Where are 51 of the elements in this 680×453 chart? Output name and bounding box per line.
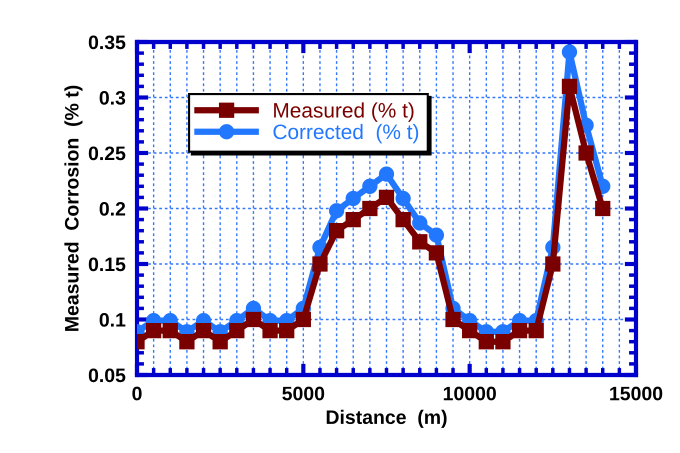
- point: [296, 312, 311, 328]
- point: [279, 322, 294, 338]
- point: [312, 256, 328, 272]
- point: [478, 334, 494, 350]
- point: [362, 178, 378, 194]
- point: [512, 322, 528, 338]
- point: [595, 200, 610, 216]
- point: [162, 322, 178, 338]
- point: [545, 256, 560, 272]
- y-tick-label: 0.35: [88, 35, 126, 50]
- point: [346, 190, 361, 206]
- point: [562, 78, 578, 94]
- point: [495, 334, 511, 350]
- x-tick-label: 5000: [282, 386, 324, 400]
- point: [445, 312, 461, 328]
- x-axis-title: Distance (m): [326, 410, 447, 428]
- y-tick-label: 0.05: [88, 368, 126, 382]
- point: [328, 203, 344, 218]
- point: [212, 334, 228, 350]
- point: [412, 215, 428, 231]
- point: [146, 322, 162, 338]
- legend-label: Corrected (% t): [273, 124, 418, 144]
- x-tick-label: 15000: [610, 386, 662, 400]
- legend-label: Measured (% t): [274, 102, 414, 122]
- y-tick-label: 0.3: [100, 90, 126, 105]
- x-tick-label: 10000: [444, 386, 496, 400]
- y-tick-label: 0.25: [88, 146, 126, 160]
- point: [362, 200, 378, 216]
- point: [578, 145, 594, 161]
- point: [462, 322, 478, 338]
- point: [328, 223, 344, 238]
- y-tick-label: 0.15: [88, 257, 126, 272]
- point: [229, 322, 244, 338]
- point: [246, 312, 262, 328]
- point: [528, 322, 544, 338]
- point: [412, 234, 428, 250]
- point: [346, 212, 361, 228]
- point: [196, 322, 212, 338]
- point: [428, 245, 444, 261]
- point: [179, 334, 195, 350]
- point: [395, 190, 411, 206]
- point: [378, 166, 394, 182]
- point: [378, 190, 394, 206]
- y-axis-title: Measured Corrosion (% t): [64, 86, 82, 331]
- point: [428, 228, 444, 243]
- y-tick-label: 0.2: [100, 202, 126, 216]
- point: [262, 322, 278, 338]
- point: [395, 212, 411, 228]
- x-tick-label: 0: [132, 386, 142, 400]
- point: [562, 44, 578, 60]
- y-tick-label: 0.1: [100, 312, 126, 327]
